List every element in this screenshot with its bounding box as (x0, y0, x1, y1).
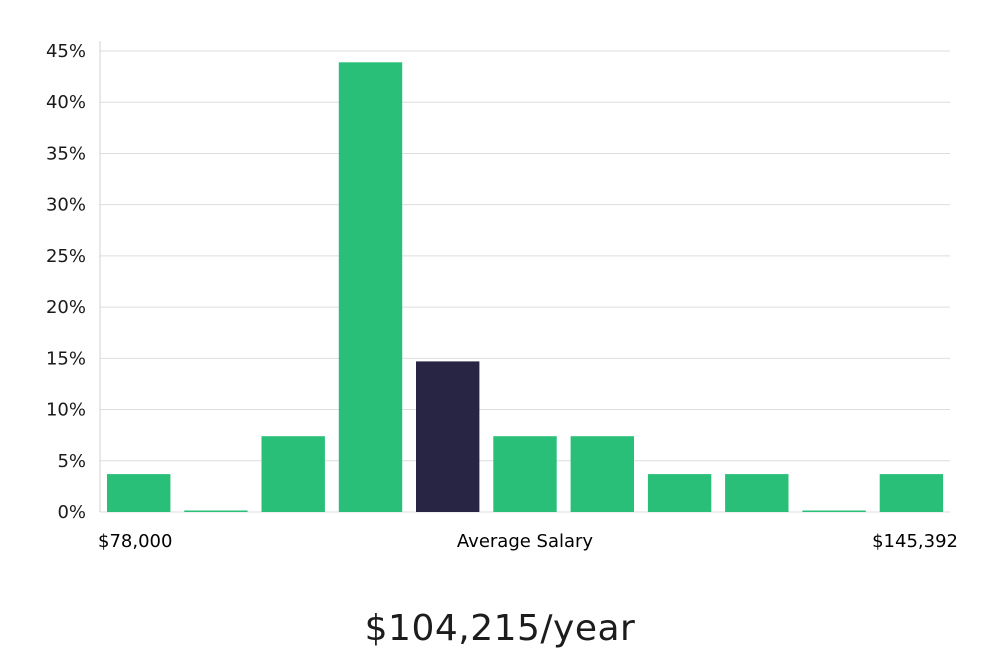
salary-histogram-chart: 0% 5% 10% 15% 20% 25% 30% 35% 40% 45% $78,000 Ave… (46, 41, 958, 552)
y-tick-label: 40% (46, 92, 86, 113)
y-tick-label: 0% (57, 502, 86, 523)
y-tick-label: 10% (46, 400, 86, 421)
bar (184, 510, 248, 512)
bar (725, 474, 789, 512)
bar (802, 510, 866, 512)
y-tick-label: 45% (46, 41, 86, 62)
bars (107, 62, 944, 513)
bar (879, 474, 944, 512)
y-tick-label: 15% (46, 348, 86, 369)
y-tick-label: 25% (46, 246, 86, 267)
y-axis-ticks: 0% 5% 10% 15% 20% 25% 30% 35% 40% 45% (46, 41, 86, 523)
bar (647, 474, 712, 512)
gridlines (100, 50, 950, 513)
x-label-min-salary: $78,000 (98, 531, 172, 552)
y-tick-label: 5% (57, 451, 86, 472)
y-tick-label: 35% (46, 143, 86, 164)
bar-average-salary (416, 361, 480, 512)
y-tick-label: 30% (46, 195, 86, 216)
bar (107, 474, 171, 512)
average-salary-value: $104,215/year (364, 608, 636, 649)
y-tick-label: 20% (46, 297, 86, 318)
bar (338, 62, 403, 513)
x-label-max-salary: $145,392 (872, 531, 958, 552)
x-axis-labels: $78,000 Average Salary $145,392 (98, 531, 958, 552)
bar (570, 436, 634, 512)
bar (261, 436, 325, 512)
x-label-average-salary: Average Salary (457, 531, 594, 552)
bar (493, 436, 557, 512)
